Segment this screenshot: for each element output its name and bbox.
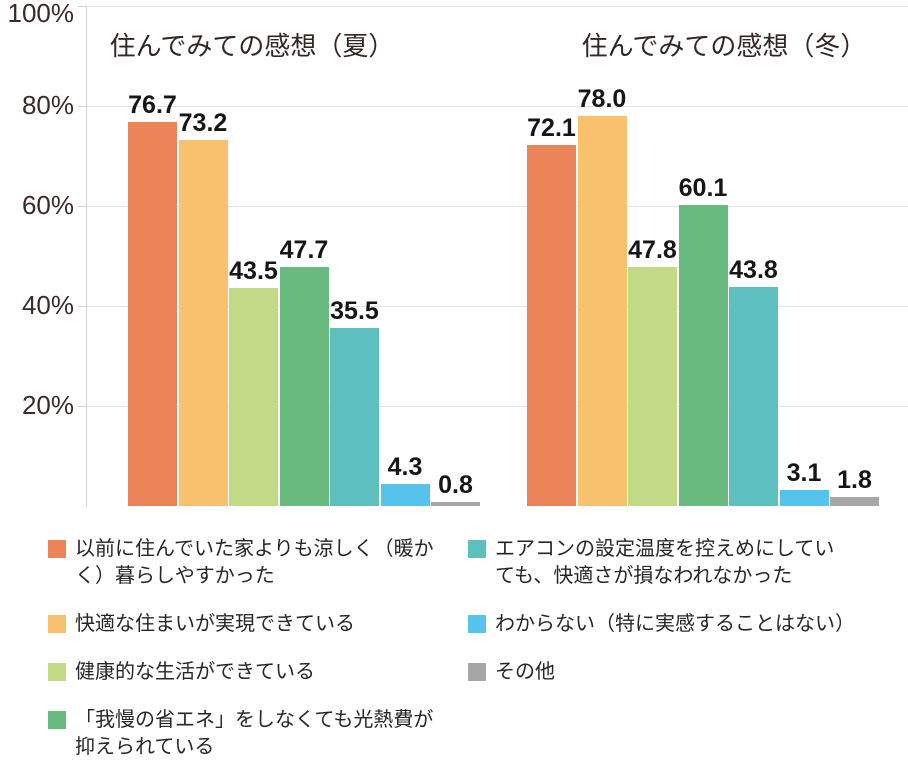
bar-winter-0: [527, 145, 576, 506]
legend-swatch-icon: [48, 540, 66, 558]
legend-label: わからない（特に実感することはない）: [495, 613, 855, 635]
gridline-60: [86, 206, 908, 207]
value-label-winter-2: 47.8: [628, 236, 677, 264]
value-label-winter-5: 3.1: [786, 459, 822, 487]
legend-item: 快適な住まいが実現できている: [48, 611, 448, 638]
bar-winter-5: [779, 490, 829, 506]
bar-summer-1: [178, 140, 228, 506]
bar-winter-3: [678, 205, 728, 506]
legend-item: 「我慢の省エネ」をしなくても光熱費が 抑えられている: [48, 707, 448, 761]
legend-swatch-icon: [468, 540, 486, 558]
gridline-40: [86, 306, 908, 307]
legend-label: エアコンの設定温度を控えめにしてい ても、快適さが損なわれなかった: [495, 538, 835, 587]
legend-column-left: 以前に住んでいた家よりも涼しく（暖か く）暮らしやすかった快適な住まいが実現でき…: [48, 536, 448, 761]
legend-item: わからない（特に実感することはない）: [468, 611, 898, 638]
bar-winter-1: [577, 116, 627, 506]
y-tick-80: [78, 106, 86, 107]
legend-swatch-icon: [468, 663, 486, 681]
bar-summer-2: [229, 288, 278, 506]
value-label-winter-0: 72.1: [527, 114, 576, 142]
value-label-summer-6: 0.8: [438, 471, 473, 499]
legend-item: その他: [468, 659, 898, 686]
y-axis-label: 100%: [7, 0, 75, 28]
bar-winter-6: [830, 497, 879, 506]
legend-item: 以前に住んでいた家よりも涼しく（暖か く）暮らしやすかった: [48, 536, 448, 590]
y-axis-label: 60%: [21, 190, 74, 220]
bar-summer-6: [431, 502, 480, 506]
legend-column-right: エアコンの設定温度を控えめにしてい ても、快適さが損なわれなかったわからない（特…: [468, 536, 898, 707]
legend-label: 以前に住んでいた家よりも涼しく（暖か く）暮らしやすかった: [75, 538, 434, 587]
legend-swatch-icon: [468, 615, 486, 633]
y-axis-label: 40%: [21, 290, 74, 320]
bar-winter-4: [729, 287, 778, 506]
gridline-80: [86, 106, 908, 107]
y-tick-40: [78, 306, 86, 307]
bar-summer-5: [380, 484, 430, 506]
value-label-summer-1: 73.2: [178, 109, 228, 137]
bar-summer-3: [279, 267, 329, 506]
legend-label: 「我慢の省エネ」をしなくても光熱費が 抑えられている: [75, 709, 434, 758]
value-label-winter-3: 60.1: [678, 174, 728, 202]
legend-swatch-icon: [48, 615, 66, 633]
y-axis-label: 80%: [21, 90, 74, 120]
bar-winter-2: [628, 267, 677, 506]
legend-label: その他: [495, 661, 555, 683]
legend-item: エアコンの設定温度を控えめにしてい ても、快適さが損なわれなかった: [468, 536, 898, 590]
bar-summer-4: [330, 328, 379, 506]
chart-plot-area: 100% 80% 60% 40% 20% 住んでみての感想（夏） 76.7 73.2 43.5 4…: [7, 0, 908, 506]
value-label-summer-3: 47.7: [279, 236, 329, 264]
value-label-winter-4: 43.8: [729, 256, 778, 284]
y-axis-label: 20%: [21, 390, 74, 420]
chart-title-summer: 住んでみての感想（夏）: [109, 31, 395, 61]
chart-title-winter: 住んでみての感想（冬）: [581, 31, 867, 61]
legend-item: 健康的な生活ができている: [48, 659, 448, 686]
value-label-summer-5: 4.3: [387, 453, 423, 481]
value-label-summer-2: 43.5: [229, 257, 278, 285]
legend-swatch-icon: [48, 663, 66, 681]
value-label-winter-1: 78.0: [577, 85, 627, 113]
value-label-summer-0: 76.7: [128, 91, 177, 119]
y-tick-100: [78, 6, 86, 7]
legend-label: 健康的な生活ができている: [75, 661, 315, 683]
gridline-20: [86, 406, 908, 407]
y-axis-line: [86, 6, 87, 506]
gridline-100: [86, 6, 908, 7]
y-tick-20: [78, 406, 86, 407]
legend-swatch-icon: [48, 711, 66, 729]
value-label-winter-6: 1.8: [837, 466, 872, 494]
value-label-summer-4: 35.5: [330, 297, 379, 325]
y-tick-60: [78, 206, 86, 207]
legend-label: 快適な住まいが実現できている: [75, 613, 355, 635]
bar-summer-0: [128, 122, 177, 506]
